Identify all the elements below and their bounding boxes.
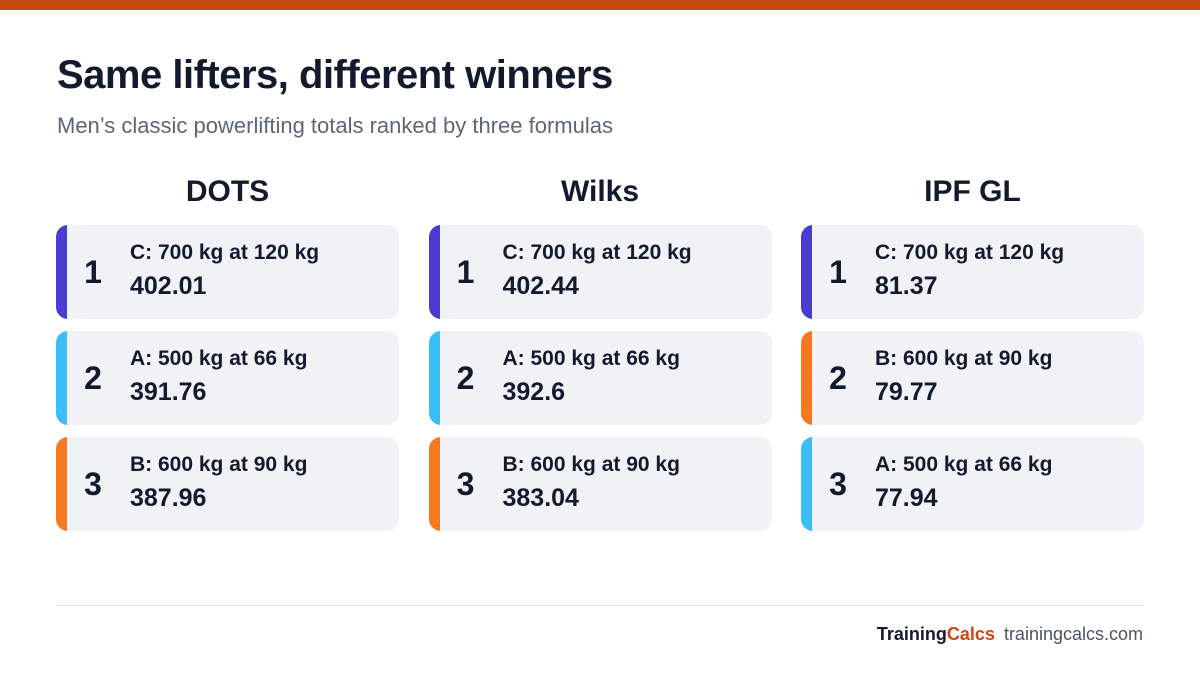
lifter-color-bar — [428, 225, 440, 319]
formula-column-dots: DOTS 1 C: 700 kg at 120 kg 402.01 2 A: 5… — [56, 172, 399, 543]
score-value: 383.04 — [502, 484, 579, 512]
formula-column-wilks: Wilks 1 C: 700 kg at 120 kg 402.44 2 A: … — [428, 172, 772, 543]
ranking-card: 1 C: 700 kg at 120 kg 402.01 — [56, 225, 399, 319]
score-value: 79.77 — [875, 378, 938, 406]
rank-number: 3 — [829, 466, 847, 502]
score-value: 77.94 — [875, 484, 938, 512]
score-value: 402.44 — [502, 272, 579, 300]
brand-logo-part2: Calcs — [946, 623, 995, 644]
score-value: 81.37 — [875, 272, 938, 300]
lifter-color-bar — [801, 225, 812, 319]
top-accent-bar — [0, 0, 1200, 10]
score-value: 402.01 — [130, 272, 207, 300]
score-value: 391.76 — [130, 378, 207, 406]
ranking-card: 3 A: 500 kg at 66 kg 77.94 — [801, 437, 1144, 531]
rank-number: 2 — [456, 360, 475, 396]
page-title: Same lifters, different winners — [57, 53, 613, 97]
lifter-color-bar — [56, 437, 67, 531]
lifter-label: A: 500 kg at 66 kg — [502, 347, 680, 370]
rank-number: 1 — [84, 254, 102, 290]
footer-divider — [56, 605, 1144, 606]
lifter-label: A: 500 kg at 66 kg — [875, 453, 1053, 476]
lifter-color-bar — [801, 437, 812, 531]
ranking-card: 3 B: 600 kg at 90 kg 383.04 — [428, 437, 772, 531]
column-heading: Wilks — [560, 175, 640, 208]
page-subtitle: Men’s classic powerlifting totals ranked… — [57, 113, 613, 138]
rank-number: 2 — [84, 360, 102, 396]
rank-number: 3 — [456, 466, 475, 502]
ranking-card: 1 C: 700 kg at 120 kg 402.44 — [428, 225, 772, 319]
lifter-color-bar — [56, 331, 67, 425]
score-value: 387.96 — [130, 484, 207, 512]
ranking-card: 1 C: 700 kg at 120 kg 81.37 — [801, 225, 1144, 319]
formula-column-ipf-gl: IPF GL 1 C: 700 kg at 120 kg 81.37 2 B: … — [801, 172, 1144, 543]
lifter-label: B: 600 kg at 90 kg — [875, 347, 1053, 370]
ranking-card: 3 B: 600 kg at 90 kg 387.96 — [56, 437, 399, 531]
column-heading: DOTS — [185, 175, 270, 208]
lifter-color-bar — [56, 225, 67, 319]
score-value: 392.6 — [502, 378, 566, 406]
rank-number: 2 — [829, 360, 847, 396]
footer-brand: Training Calcs trainingcalcs.com — [877, 622, 1143, 646]
lifter-color-bar — [801, 331, 812, 425]
brand-logo-part1: Training — [876, 623, 947, 644]
rank-number: 3 — [84, 466, 102, 502]
lifter-color-bar — [428, 437, 440, 531]
rank-number: 1 — [829, 254, 847, 290]
column-heading: IPF GL — [924, 175, 1021, 208]
ranking-card: 2 A: 500 kg at 66 kg 391.76 — [56, 331, 399, 425]
lifter-color-bar — [428, 331, 440, 425]
lifter-label: B: 600 kg at 90 kg — [130, 453, 308, 476]
lifter-label: C: 700 kg at 120 kg — [875, 241, 1065, 264]
site-url: trainingcalcs.com — [1003, 623, 1143, 644]
lifter-label: A: 500 kg at 66 kg — [130, 347, 308, 370]
lifter-label: B: 600 kg at 90 kg — [502, 453, 680, 476]
ranking-card: 2 B: 600 kg at 90 kg 79.77 — [801, 331, 1144, 425]
ranking-card: 2 A: 500 kg at 66 kg 392.6 — [428, 331, 772, 425]
rank-number: 1 — [456, 254, 475, 290]
formula-columns: DOTS 1 C: 700 kg at 120 kg 402.01 2 A: 5… — [56, 172, 1144, 543]
lifter-label: C: 700 kg at 120 kg — [130, 241, 320, 264]
lifter-label: C: 700 kg at 120 kg — [502, 241, 692, 264]
